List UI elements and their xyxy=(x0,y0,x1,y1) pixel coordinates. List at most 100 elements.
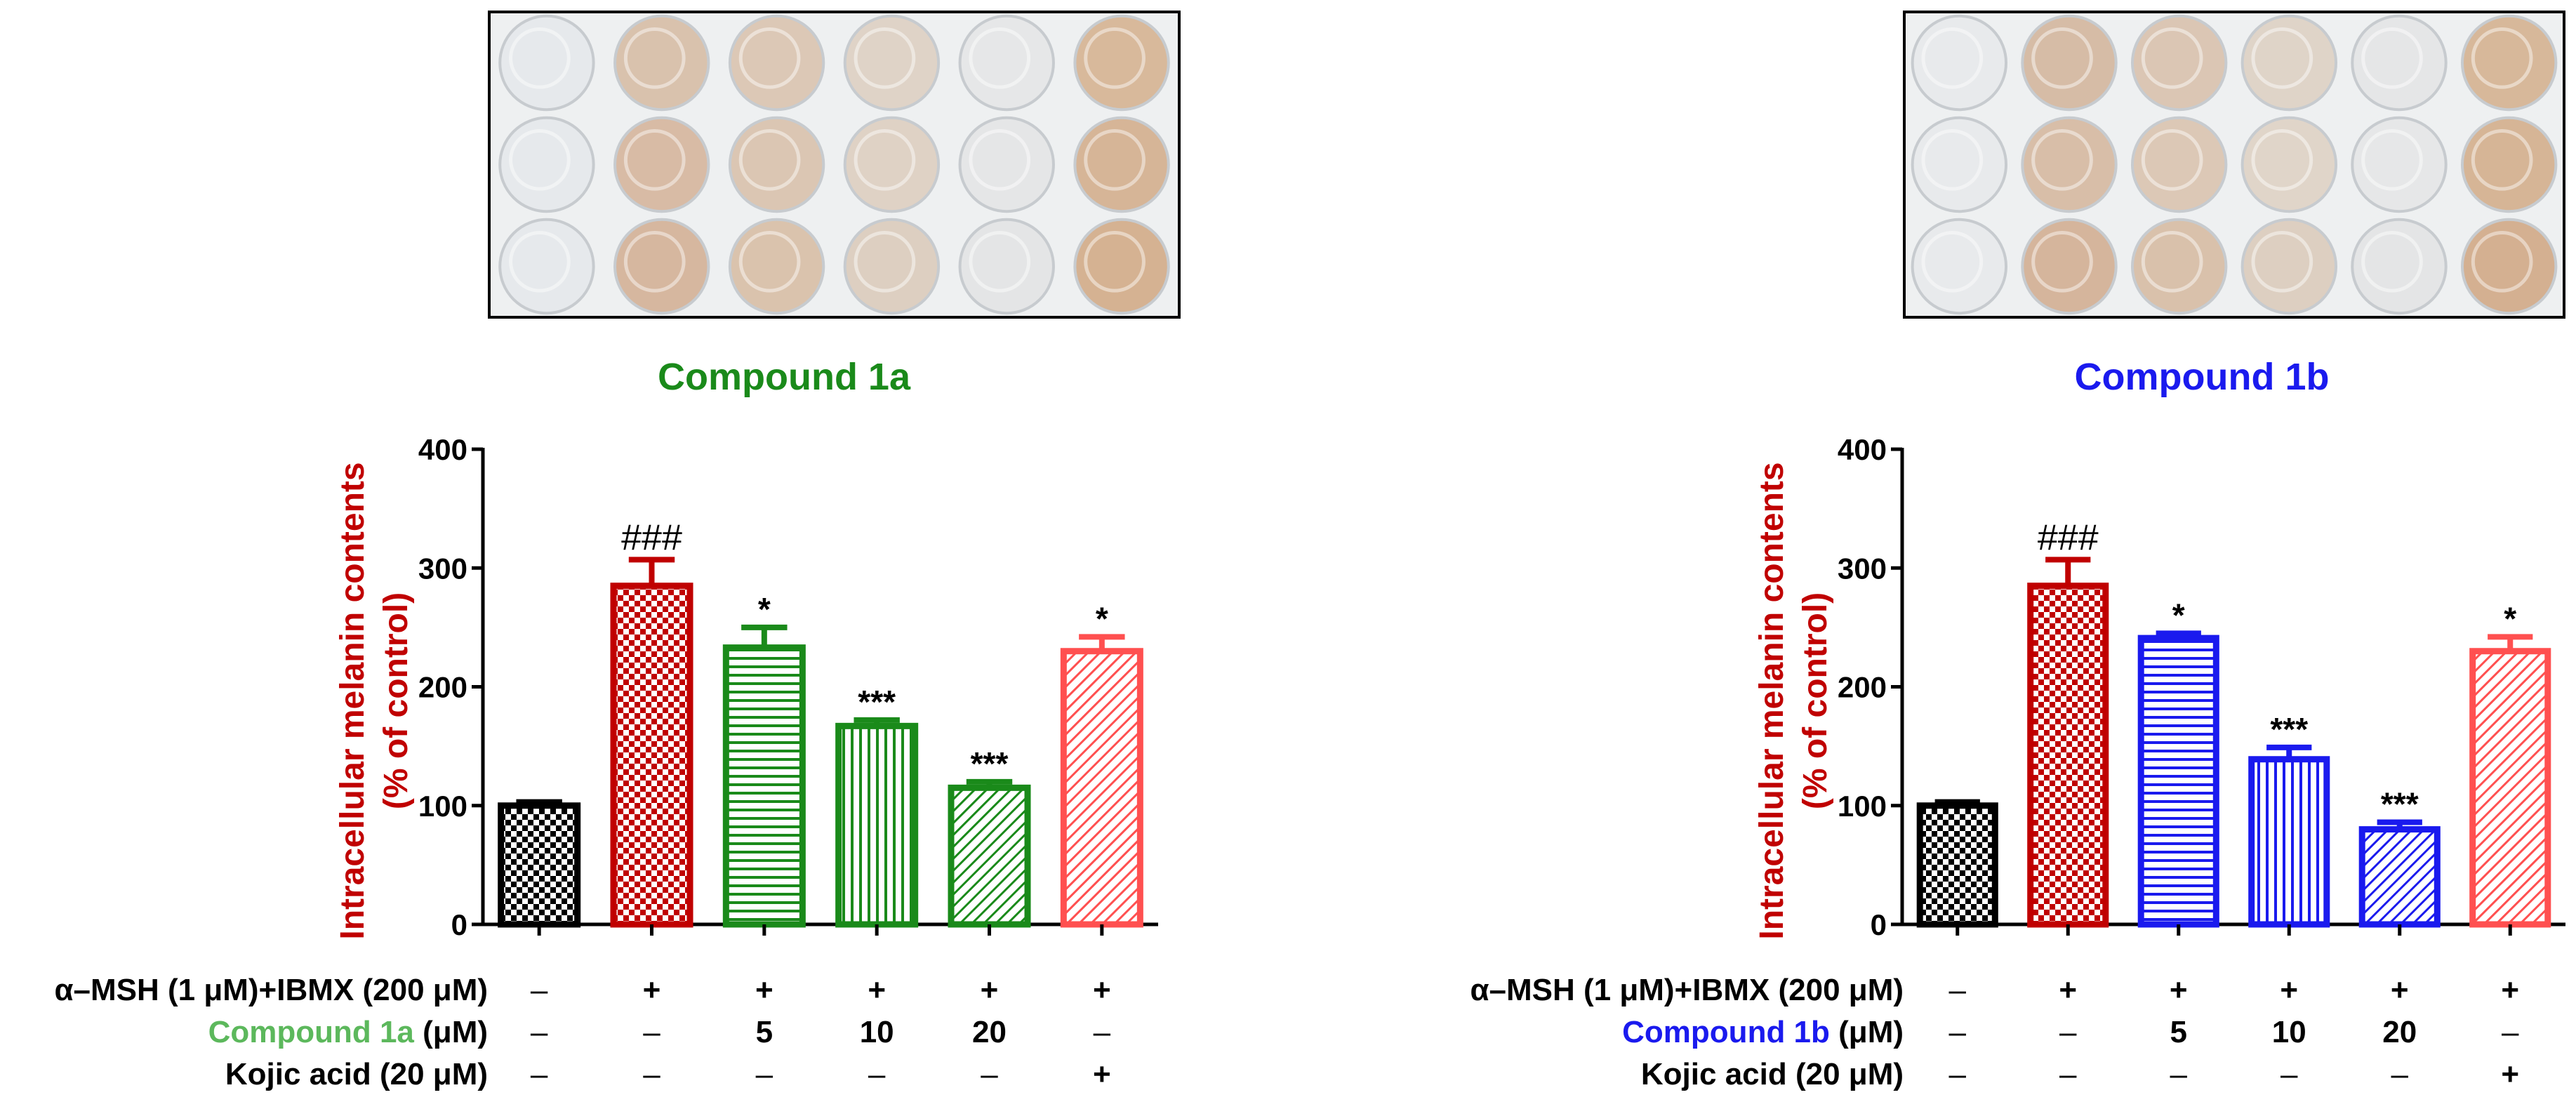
y-tick-label: 400 xyxy=(1838,433,1887,466)
treatment-row-label: Kojic acid (20 μM) xyxy=(1641,1057,1904,1091)
treatment-cell: + xyxy=(1093,973,1111,1007)
treatment-cell: + xyxy=(643,973,661,1007)
plate-well xyxy=(2240,116,2338,213)
plate-well xyxy=(613,14,710,112)
treatment-cell: + xyxy=(1093,1057,1111,1091)
plate-well xyxy=(1073,14,1170,112)
plate-well xyxy=(2351,116,2448,213)
treatment-cell: – xyxy=(1949,1015,1967,1049)
treatment-cell: + xyxy=(2501,1057,2519,1091)
compound-unit: (μM) xyxy=(414,1015,488,1049)
plate-well xyxy=(958,14,1055,112)
well-plate-photo xyxy=(488,11,1181,319)
plate-well xyxy=(843,218,941,315)
plate-well xyxy=(613,116,710,213)
y-tick-label: 100 xyxy=(1838,790,1887,823)
bar xyxy=(610,583,693,928)
treatment-cell: – xyxy=(2502,1015,2519,1049)
y-tick-label: 400 xyxy=(418,433,467,466)
y-axis-label: Intracellular melanin contents (% of cont… xyxy=(334,462,415,939)
bar xyxy=(722,644,806,928)
plate-well xyxy=(843,116,941,213)
plate-well xyxy=(1073,116,1170,213)
significance-label: *** xyxy=(2381,785,2419,822)
plate-well xyxy=(498,116,595,213)
significance-label: *** xyxy=(971,745,1009,782)
plate-well xyxy=(2240,218,2338,315)
y-axis-label-line: (% of control) xyxy=(378,592,415,809)
treatment-row-label: Compound 1a (μM) xyxy=(208,1015,488,1049)
plate-well xyxy=(2130,14,2228,112)
treatment-cell: – xyxy=(981,1057,998,1091)
treatment-row-label: α–MSH (1 μM)+IBMX (200 μM) xyxy=(54,973,488,1007)
treatment-cell: + xyxy=(2501,973,2519,1007)
significance-label: ### xyxy=(621,517,682,558)
treatment-cell: – xyxy=(2391,1057,2409,1091)
treatment-cell: – xyxy=(531,973,548,1007)
treatment-cell: 10 xyxy=(2272,1015,2306,1049)
plate-well xyxy=(613,218,710,315)
plate-well xyxy=(728,218,825,315)
y-tick-label: 200 xyxy=(418,671,467,704)
treatment-cell: + xyxy=(2280,973,2298,1007)
plate-well xyxy=(1911,14,2008,112)
plate-well xyxy=(498,218,595,315)
treatment-cell: – xyxy=(756,1057,774,1091)
treatment-row-label: Compound 1b (μM) xyxy=(1622,1015,1904,1049)
plate-well xyxy=(728,14,825,112)
significance-label: * xyxy=(758,591,771,627)
y-axis-label-line: Intracellular melanin contents xyxy=(334,462,371,939)
treatment-cell: 20 xyxy=(972,1015,1007,1049)
bar xyxy=(948,784,1031,928)
plate-well xyxy=(498,14,595,112)
treatment-cell: + xyxy=(2059,973,2077,1007)
y-tick-label: 200 xyxy=(1838,671,1887,704)
treatment-row-label: Kojic acid (20 μM) xyxy=(225,1057,488,1091)
plate-well xyxy=(958,116,1055,213)
plate-well xyxy=(1073,218,1170,315)
plate-well xyxy=(2460,14,2558,112)
compound-name: Compound 1b xyxy=(1622,1015,1830,1049)
bar xyxy=(1916,802,1998,928)
y-axis-label-line: (% of control) xyxy=(1797,592,1834,809)
compound-unit: (μM) xyxy=(1830,1015,1904,1049)
y-tick-label: 100 xyxy=(418,790,467,823)
y-tick-label: 300 xyxy=(418,552,467,585)
bar xyxy=(2248,756,2330,928)
plate-well xyxy=(958,218,1055,315)
bar xyxy=(2358,826,2441,928)
plate-well xyxy=(728,116,825,213)
treatment-cell: 5 xyxy=(756,1015,773,1049)
treatment-cell: 5 xyxy=(2170,1015,2187,1049)
plate-well xyxy=(2130,218,2228,315)
treatment-cell: – xyxy=(1949,973,1967,1007)
plate-well xyxy=(843,14,941,112)
plate-well xyxy=(2130,116,2228,213)
chart-title: Compound 1a xyxy=(658,356,911,398)
plate-well xyxy=(2351,14,2448,112)
y-tick-label: 300 xyxy=(1838,552,1887,585)
treatment-cell: – xyxy=(1949,1057,1967,1091)
y-tick-label: 0 xyxy=(451,908,467,941)
treatment-cell: – xyxy=(1094,1015,1111,1049)
significance-label: * xyxy=(2172,597,2185,633)
significance-label: *** xyxy=(2270,711,2308,748)
treatment-cell: – xyxy=(2059,1015,2077,1049)
treatment-cell: + xyxy=(2391,973,2409,1007)
plate-well xyxy=(2240,14,2338,112)
plate-well xyxy=(2021,14,2118,112)
plate-well xyxy=(2460,218,2558,315)
significance-label: *** xyxy=(858,684,896,720)
treatment-cell: – xyxy=(531,1057,548,1091)
bar xyxy=(835,722,919,928)
treatment-cell: – xyxy=(2170,1057,2188,1091)
treatment-cell: – xyxy=(643,1015,660,1049)
treatment-cell: – xyxy=(531,1015,548,1049)
treatment-cell: + xyxy=(981,973,999,1007)
plate-well xyxy=(2351,218,2448,315)
y-axis-label: Intracellular melanin contents (% of cont… xyxy=(1753,462,1834,939)
plate-well xyxy=(2460,116,2558,213)
plate-well xyxy=(2021,116,2118,213)
